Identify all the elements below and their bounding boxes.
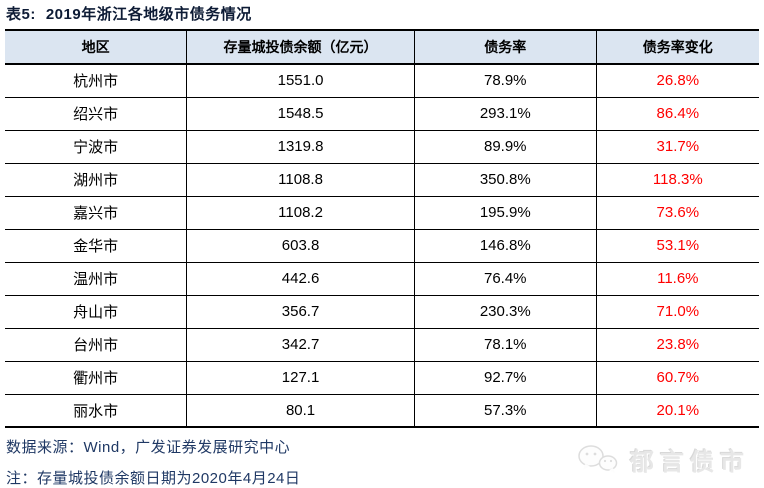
cell-change: 60.7% [596, 361, 759, 395]
table-row: 金华市 603.8 146.8% 53.1% [5, 229, 759, 263]
watermark-text: 郁言债市 [630, 449, 750, 476]
cell-region: 湖州市 [5, 163, 188, 197]
header-region: 地区 [5, 30, 188, 65]
table-row: 衢州市 127.1 92.7% 60.7% [5, 361, 759, 395]
cell-balance: 1108.2 [186, 196, 415, 230]
table-row: 湖州市 1108.8 350.8% 118.3% [5, 163, 759, 197]
cell-region: 杭州市 [5, 64, 188, 98]
cell-balance: 603.8 [186, 229, 415, 263]
cell-balance: 80.1 [186, 394, 415, 427]
wechat-icon [576, 443, 620, 477]
footnotes: 数据来源：Wind，广发证券发展研究中心 注：存量城投债余额日期为2020年4月… [6, 436, 764, 488]
table-row: 绍兴市 1548.5 293.1% 86.4% [5, 97, 759, 131]
cell-debt-ratio: 78.1% [414, 328, 597, 362]
table-row: 宁波市 1319.8 89.9% 31.7% [5, 130, 759, 164]
cell-region: 丽水市 [5, 394, 188, 427]
cell-debt-ratio: 89.9% [414, 130, 597, 164]
cell-change: 71.0% [596, 295, 759, 329]
cell-region: 嘉兴市 [5, 196, 188, 230]
cell-balance: 356.7 [186, 295, 415, 329]
table-body: 杭州市 1551.0 78.9% 26.8% 绍兴市 1548.5 293.1% 86.4% 宁… [5, 64, 759, 427]
cell-balance: 1551.0 [186, 64, 415, 98]
table-row: 温州市 442.6 76.4% 11.6% [5, 262, 759, 296]
cell-region: 舟山市 [5, 295, 188, 329]
cell-region: 绍兴市 [5, 97, 188, 131]
table-row: 杭州市 1551.0 78.9% 26.8% [5, 64, 759, 98]
brand-watermark: 郁言债市 [576, 442, 750, 477]
table-row: 台州市 342.7 78.1% 23.8% [5, 328, 759, 362]
page-title: 表5: 2019年浙江各地级市债务情况 [6, 3, 764, 24]
table-number: 表5: [6, 6, 36, 23]
cell-change: 11.6% [596, 262, 759, 296]
header-row: 地区 存量城投债余额（亿元） 债务率 债务率变化 [5, 30, 759, 65]
cell-balance: 127.1 [186, 361, 415, 395]
report-page: { "title": { "prefix": "表5:", "text": "2… [0, 3, 764, 487]
cell-region: 宁波市 [5, 130, 188, 164]
cell-debt-ratio: 230.3% [414, 295, 597, 329]
cell-debt-ratio: 146.8% [414, 229, 597, 263]
header-balance: 存量城投债余额（亿元） [186, 30, 415, 65]
table-row: 舟山市 356.7 230.3% 71.0% [5, 295, 759, 329]
cell-debt-ratio: 92.7% [414, 361, 597, 395]
cell-change: 118.3% [596, 163, 759, 197]
data-source-note: 数据来源：Wind，广发证券发展研究中心 [6, 439, 291, 456]
cell-region: 金华市 [5, 229, 188, 263]
cell-debt-ratio: 195.9% [414, 196, 597, 230]
debt-table: 地区 存量城投债余额（亿元） 债务率 债务率变化 杭州市 1551.0 78.9% 2… [5, 29, 759, 428]
table-row: 丽水市 80.1 57.3% 20.1% [5, 394, 759, 427]
cell-change: 31.7% [596, 130, 759, 164]
header-debt-ratio: 债务率 [414, 30, 597, 65]
cell-change: 20.1% [656, 401, 700, 419]
cell-region: 衢州市 [5, 361, 188, 395]
table-title-text: 2019年浙江各地级市债务情况 [45, 6, 252, 23]
cell-debt-ratio: 76.4% [414, 262, 597, 296]
cell-balance: 442.6 [186, 262, 415, 296]
cell-region: 温州市 [5, 262, 188, 296]
cell-change: 26.8% [596, 64, 759, 98]
cell-change: 86.4% [596, 97, 759, 131]
cell-region: 台州市 [5, 328, 188, 362]
header-change: 债务率变化 [596, 30, 759, 65]
cell-change: 53.1% [596, 229, 759, 263]
table-row: 嘉兴市 1108.2 195.9% 73.6% [5, 196, 759, 230]
date-note: 注：存量城投债余额日期为2020年4月24日 [6, 470, 301, 487]
cell-debt-ratio: 57.3% [414, 394, 597, 427]
cell-debt-ratio: 78.9% [414, 64, 597, 98]
cell-balance: 1108.8 [186, 163, 415, 197]
cell-change: 23.8% [596, 328, 759, 362]
table-header: 地区 存量城投债余额（亿元） 债务率 债务率变化 [5, 30, 759, 65]
cell-balance: 1319.8 [186, 130, 415, 164]
cell-balance: 342.7 [186, 328, 415, 362]
cell-balance: 1548.5 [186, 97, 415, 131]
cell-debt-ratio: 350.8% [414, 163, 597, 197]
cell-change: 73.6% [596, 196, 759, 230]
cell-debt-ratio: 293.1% [414, 97, 597, 131]
